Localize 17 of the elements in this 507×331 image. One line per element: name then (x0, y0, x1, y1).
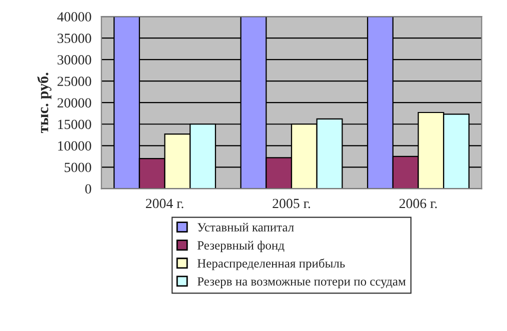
y-tick-label: 5000 (64, 162, 92, 172)
x-tick-label: 2005 г. (272, 198, 310, 208)
legend-label: Нераспределенная прибыль (197, 258, 345, 270)
y-tick-label: 40000 (57, 12, 92, 22)
y-tick-label: 35000 (58, 34, 92, 44)
y-tick-label: 30000 (58, 55, 92, 65)
legend-label: Резервный фонд (197, 240, 284, 252)
legend-label: Резерв на возможные потери по ссудам (197, 277, 406, 288)
x-tick-label: 2006 г. (399, 198, 437, 208)
y-tick-label: 25000 (58, 76, 92, 86)
x-tick-label: 2004 г. (146, 198, 184, 208)
y-tick-label: 10000 (58, 141, 92, 151)
legend-label: Уставный капитал (198, 222, 294, 232)
y-tick-label: 0 (85, 184, 92, 194)
y-tick-label: 15000 (58, 120, 92, 130)
y-tick-label: 20000 (58, 98, 92, 108)
y-axis-title: тыс. руб. (37, 72, 52, 133)
